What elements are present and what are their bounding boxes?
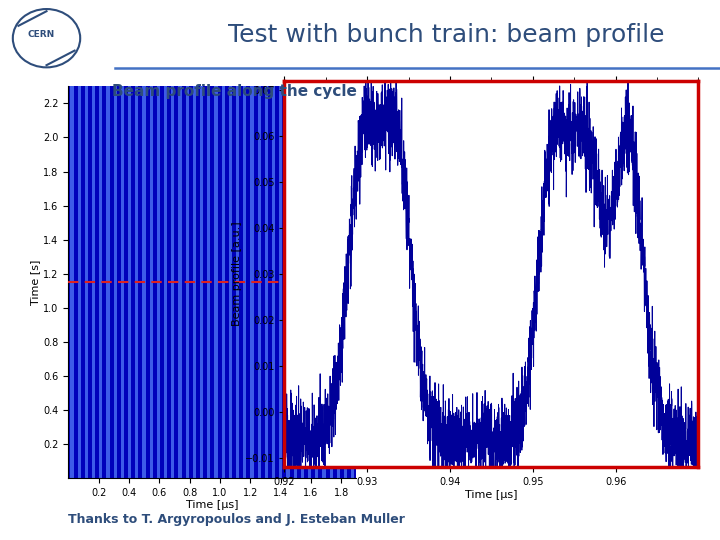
Bar [272, 86, 275, 478]
X-axis label: Time [µs]: Time [µs] [186, 501, 238, 510]
Text: Test with bunch train: beam profile: Test with bunch train: beam profile [228, 23, 665, 47]
Bar [92, 86, 95, 478]
Bar [251, 86, 253, 478]
Bar [323, 86, 325, 478]
X-axis label: Time [µs]: Time [µs] [465, 490, 518, 500]
Bar [135, 86, 138, 478]
Bar [200, 86, 203, 478]
Bar [78, 86, 81, 478]
Y-axis label: Beam profile [a.u.]: Beam profile [a.u.] [233, 222, 243, 326]
Bar [294, 86, 297, 478]
Bar [351, 86, 354, 478]
Bar [344, 86, 347, 478]
Bar [258, 86, 261, 478]
Y-axis label: Time [s]: Time [s] [30, 259, 40, 305]
Bar [265, 86, 268, 478]
Bar [222, 86, 225, 478]
Bar [193, 86, 196, 478]
Bar [157, 86, 160, 478]
Bar [171, 86, 174, 478]
Bar [186, 86, 189, 478]
Bar [150, 86, 153, 478]
Text: Thanks to T. Argyropoulos and J. Esteban Muller: Thanks to T. Argyropoulos and J. Esteban… [68, 514, 405, 526]
Bar [207, 86, 210, 478]
Bar [287, 86, 289, 478]
Bar [337, 86, 340, 478]
Bar [85, 86, 88, 478]
Bar [215, 86, 217, 478]
Bar [308, 86, 311, 478]
Bar [143, 86, 145, 478]
Bar [179, 86, 181, 478]
Text: CERN: CERN [28, 30, 55, 39]
Bar [99, 86, 102, 478]
Bar [121, 86, 124, 478]
Bar [164, 86, 167, 478]
Bar [114, 86, 117, 478]
Bar [107, 86, 109, 478]
Bar [279, 86, 282, 478]
Bar [128, 86, 131, 478]
Bar [236, 86, 239, 478]
Bar [330, 86, 333, 478]
Bar [229, 86, 232, 478]
Text: Beam profile along the cycle: Beam profile along the cycle [112, 84, 356, 99]
Bar [315, 86, 318, 478]
Bar [71, 86, 73, 478]
Bar [243, 86, 246, 478]
Bar [301, 86, 304, 478]
